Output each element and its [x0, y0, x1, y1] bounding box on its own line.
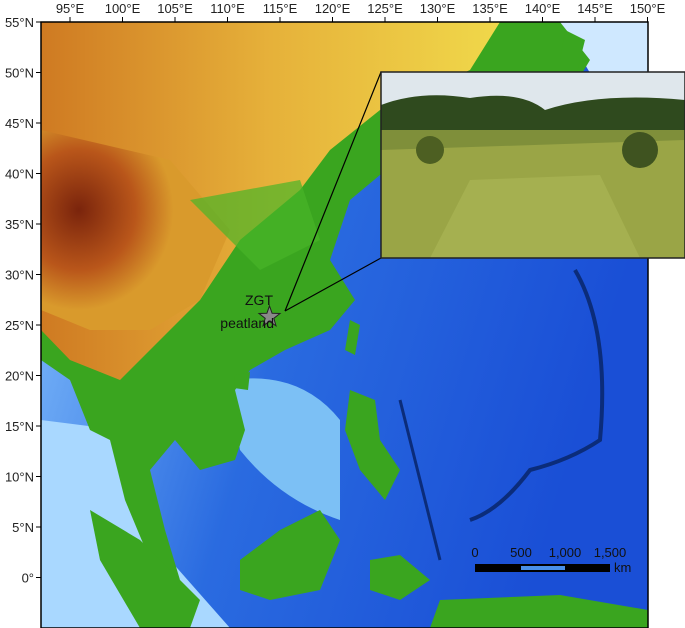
- site-label-line2: peatland: [220, 315, 274, 331]
- longitude-label: 110°E: [210, 1, 245, 16]
- tibetan-plateau: [41, 130, 230, 330]
- latitude-label: 40°N: [5, 167, 34, 182]
- scale-unit: km: [614, 560, 631, 575]
- new-guinea: [430, 595, 648, 628]
- site-label-line1: ZGT: [245, 292, 273, 308]
- longitude-axis: 95°E 100°E 105°E 110°E 115°E 120°E 125°E 130°E 1…: [56, 1, 666, 22]
- sulawesi: [370, 555, 430, 600]
- longitude-label: 130°E: [420, 1, 456, 16]
- latitude-label: 0°: [22, 571, 34, 586]
- scale-label-0: 0: [471, 545, 478, 560]
- latitude-label: 45°N: [5, 116, 34, 131]
- latitude-label: 35°N: [5, 217, 34, 232]
- taiwan: [345, 320, 360, 355]
- inset-connector-top: [284, 71, 382, 312]
- longitude-label: 125°E: [367, 1, 403, 16]
- philippines: [345, 390, 400, 500]
- scale-label-1000: 1,000: [549, 545, 582, 560]
- latitude-label: 15°N: [5, 419, 34, 434]
- longitude-label: 135°E: [472, 1, 508, 16]
- sakhalin: [560, 30, 585, 80]
- south-china-sea-shallow: [230, 378, 340, 520]
- hainan: [234, 372, 250, 390]
- longitude-label: 100°E: [105, 1, 141, 16]
- star-icon: [257, 304, 282, 327]
- scale-label-500: 500: [510, 545, 532, 560]
- longitude-label: 120°E: [315, 1, 351, 16]
- latitude-label: 10°N: [5, 470, 34, 485]
- sumatra: [90, 510, 200, 628]
- latitude-label: 5°N: [12, 520, 34, 535]
- longitude-label: 115°E: [263, 1, 298, 16]
- latitude-label: 20°N: [5, 369, 34, 384]
- scale-bar: 0 500 1,000 1,500 km: [471, 545, 631, 575]
- inset-photo: [380, 71, 685, 259]
- inset-connector-bottom: [284, 257, 382, 312]
- latitude-label: 30°N: [5, 268, 34, 283]
- borneo: [240, 510, 340, 600]
- longitude-label: 145°E: [577, 1, 613, 16]
- latitude-label: 50°N: [5, 66, 34, 81]
- mariana-trench: [469, 268, 605, 522]
- latitude-label: 25°N: [5, 318, 34, 333]
- longitude-label: 105°E: [157, 1, 193, 16]
- longitude-label: 95°E: [56, 1, 85, 16]
- latitude-label: 55°N: [5, 15, 34, 30]
- philippine-trench: [398, 399, 442, 561]
- longitude-label: 150°E: [630, 1, 666, 16]
- latitude-axis: 55°N 50°N 45°N 40°N 35°N 30°N 25°N 20°N 15°N 10°N…: [5, 15, 41, 586]
- east-china-plain: [190, 180, 320, 270]
- scale-label-1500: 1,500: [594, 545, 627, 560]
- longitude-label: 140°E: [525, 1, 561, 16]
